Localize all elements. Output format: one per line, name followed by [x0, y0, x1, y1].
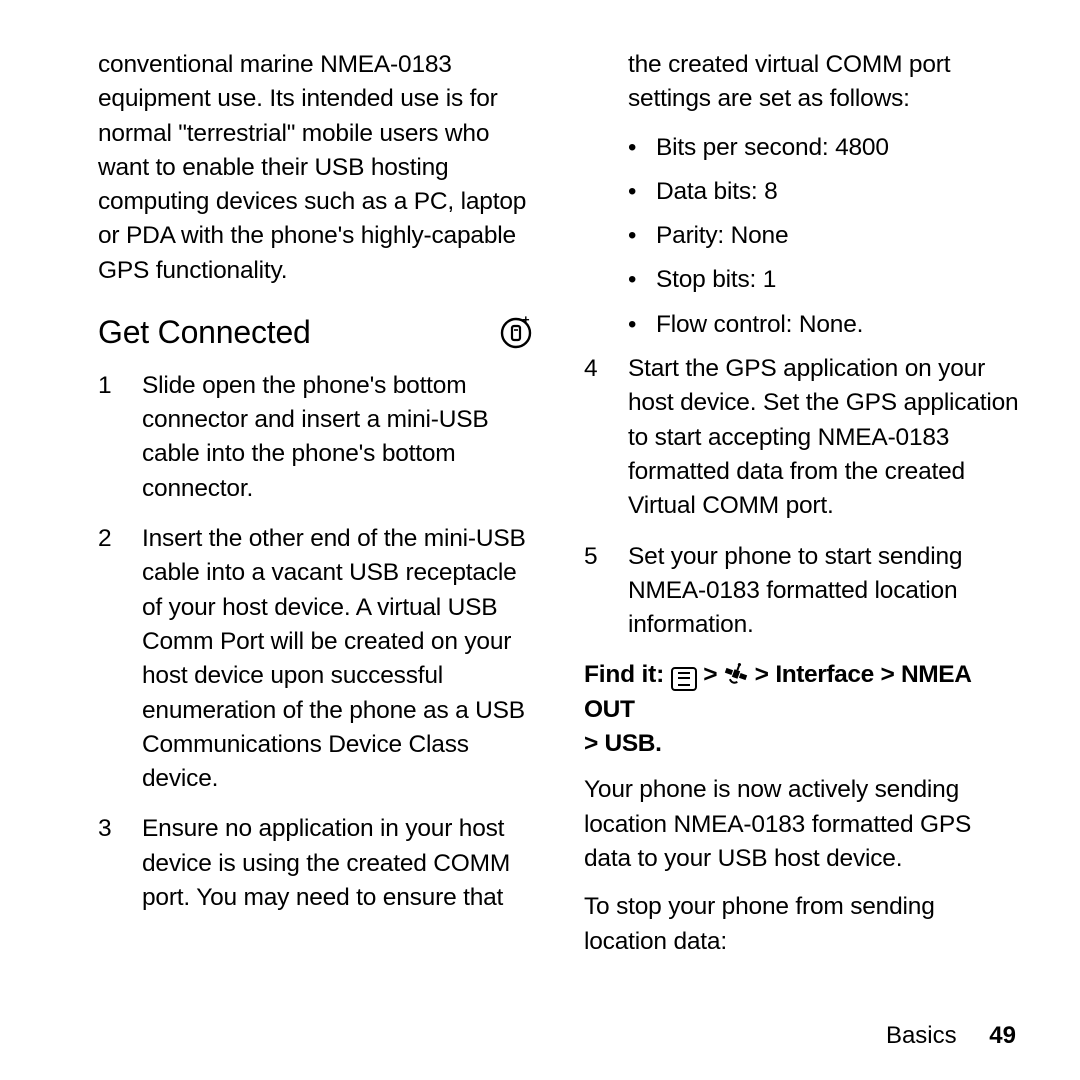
right-column: the created virtual COMM port settings a…: [584, 48, 1020, 1004]
gt-3: >: [880, 661, 894, 688]
intro-paragraph: conventional marine NMEA-0183 equipment …: [98, 48, 534, 288]
gps-satellite-icon: [724, 661, 748, 687]
two-column-layout: conventional marine NMEA-0183 equipment …: [98, 48, 1020, 1004]
left-column: conventional marine NMEA-0183 equipment …: [98, 48, 534, 1004]
setting-parity: Parity: None: [628, 219, 1020, 253]
gt-4: >: [584, 730, 598, 757]
svg-text:+: +: [522, 314, 530, 327]
setting-stopbits: Stop bits: 1: [628, 263, 1020, 297]
path-usb: USB: [605, 730, 656, 757]
comm-settings-list: Bits per second: 4800 Data bits: 8 Parit…: [628, 131, 1020, 342]
setting-bps: Bits per second: 4800: [628, 131, 1020, 165]
menu-icon: [671, 667, 697, 691]
path-interface: Interface: [775, 661, 874, 688]
find-it-path: Find it: > >: [584, 658, 1020, 761]
heading-text: Get Connected: [98, 310, 311, 355]
setting-databits: Data bits: 8: [628, 175, 1020, 209]
steps-list-right: Start the GPS application on your host d…: [584, 352, 1020, 642]
steps-list-left: Slide open the phone's bottom connector …: [98, 369, 534, 915]
step-3: Ensure no application in your host devic…: [98, 812, 534, 915]
step-4: Start the GPS application on your host d…: [584, 352, 1020, 523]
gt-2: >: [755, 661, 769, 688]
after-para-1: Your phone is now actively sending locat…: [584, 773, 1020, 876]
section-heading: Get Connected +: [98, 310, 534, 355]
connected-circle-icon: +: [498, 314, 534, 350]
after-para-2: To stop your phone from sending location…: [584, 890, 1020, 959]
step-5: Set your phone to start sending NMEA-018…: [584, 540, 1020, 643]
step-1: Slide open the phone's bottom connector …: [98, 369, 534, 506]
setting-flow: Flow control: None.: [628, 308, 1020, 342]
footer-page-number: 49: [989, 1022, 1016, 1049]
page-footer: Basics 49: [98, 1004, 1020, 1050]
manual-page: conventional marine NMEA-0183 equipment …: [0, 0, 1080, 1080]
gt-1: >: [703, 661, 717, 688]
footer-section: Basics: [886, 1022, 957, 1049]
find-it-label: Find it:: [584, 661, 664, 688]
step-3-continued: the created virtual COMM port settings a…: [628, 48, 1020, 117]
step-2: Insert the other end of the mini-USB cab…: [98, 522, 534, 796]
